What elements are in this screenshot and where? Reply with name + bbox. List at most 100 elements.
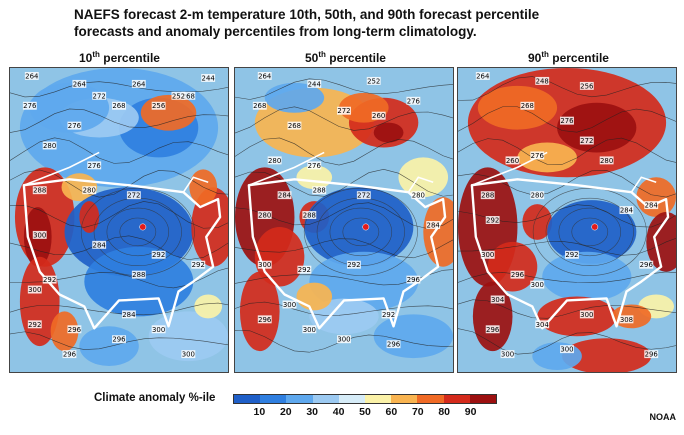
- contour-label: 276: [406, 96, 421, 105]
- us-boundary: [22, 178, 222, 330]
- contour-value: 292: [43, 276, 56, 284]
- contour-value: 252: [172, 92, 185, 100]
- contour-label-bg: [181, 350, 196, 359]
- contour-label: 292: [485, 216, 500, 224]
- contour-label: 300: [27, 285, 42, 294]
- contour-label: 252: [366, 76, 381, 85]
- contour-value: 288: [303, 212, 316, 220]
- location-marker: [139, 223, 147, 231]
- contour-label-bg: [560, 116, 574, 125]
- isotherm-line: [458, 299, 676, 319]
- contour-label-bg: [530, 280, 545, 289]
- contour-label: 276: [560, 116, 574, 125]
- map-panel-50th: 264 244 268 252 276 272 260 268 280 276 284 288 272 2…: [234, 67, 454, 373]
- colorbar-swatch: [338, 395, 366, 403]
- anomaly-area: [239, 271, 280, 352]
- contour-label: 296: [510, 270, 525, 279]
- contour-label: 272: [92, 91, 107, 100]
- contour-label: 284: [92, 240, 107, 249]
- map-panel-10th: 264 264 244 268 276 272 256 264 252 280 276 268 288 2…: [9, 67, 229, 373]
- contour-label: 272: [356, 191, 371, 200]
- contour-label: 300: [32, 230, 47, 239]
- contour-label-bg: [171, 91, 186, 100]
- contour-label: 288: [480, 191, 495, 200]
- isotherm-line: [458, 170, 676, 198]
- contour-label: 256: [579, 81, 594, 90]
- contour-value: 264: [258, 72, 272, 80]
- contour-label: 256: [151, 101, 166, 110]
- colorbar-tick: 30: [306, 406, 319, 418]
- colorbar-tick: 40: [332, 406, 345, 418]
- contour-value: 276: [407, 97, 420, 105]
- contour-label: 268: [520, 101, 535, 110]
- contour-value: 280: [268, 157, 281, 165]
- anomaly-area: [373, 314, 453, 359]
- contour-label: 300: [302, 325, 317, 334]
- contour-label-bg: [32, 230, 47, 239]
- contour-label: 264: [475, 71, 490, 80]
- contour-value: 300: [560, 346, 573, 354]
- colorbar-swatch: [365, 395, 392, 403]
- contour-label: 304: [490, 295, 505, 304]
- contour-label: 272: [126, 191, 141, 200]
- contour-value: 284: [122, 311, 136, 319]
- contour-label: 280: [530, 191, 545, 200]
- isotherm-ring: [342, 217, 380, 247]
- map-panel-90th: 264 248 256 268 276 272 280 260 276 288 280 292 300 2…: [457, 67, 677, 373]
- contour-value: 272: [127, 192, 140, 200]
- contour-label: 288: [312, 186, 327, 195]
- contour-label-bg: [72, 79, 87, 88]
- contour-label-bg: [201, 73, 216, 82]
- contour-value: 292: [486, 216, 499, 224]
- isotherm-line: [458, 271, 676, 283]
- contour-label: 300: [579, 310, 594, 319]
- contour-label: 272: [579, 136, 594, 145]
- contour-value: 280: [43, 142, 56, 150]
- contour-label-bg: [406, 275, 421, 284]
- border-line: [23, 151, 209, 193]
- contour-label: 300: [530, 280, 545, 289]
- contour-value: 272: [93, 92, 106, 100]
- location-marker: [591, 223, 599, 231]
- contour-value: 284: [93, 241, 107, 249]
- contour-label-bg: [426, 220, 441, 229]
- contour-value: 300: [481, 251, 494, 259]
- anomaly-area: [50, 311, 79, 352]
- contour-value: 260: [372, 112, 385, 120]
- contour-value: 300: [501, 351, 514, 359]
- credit-label: NOAA: [649, 412, 677, 422]
- panel-label-90th: 90th percentile: [528, 50, 609, 65]
- contour-label-bg: [337, 335, 351, 344]
- contour-label-bg: [181, 91, 196, 100]
- contour-label-bg: [485, 216, 500, 224]
- contour-label: 292: [27, 320, 42, 329]
- contour-value: 300: [182, 351, 195, 359]
- contour-value: 288: [33, 187, 46, 195]
- contour-label-bg: [381, 310, 396, 319]
- contour-value: 256: [580, 82, 593, 90]
- contour-label-bg: [535, 320, 550, 329]
- contour-label-bg: [82, 186, 97, 195]
- contour-label-bg: [24, 71, 39, 80]
- contour-value: 300: [152, 326, 165, 334]
- contour-label: 284: [426, 220, 441, 229]
- contour-label-bg: [371, 111, 386, 120]
- contour-label: 300: [257, 260, 272, 269]
- colorbar-tick: 60: [385, 406, 398, 418]
- map-90th: 264 248 256 268 276 272 280 260 276 288 280 292 300 2…: [458, 68, 676, 372]
- contour-label-bg: [126, 191, 141, 200]
- contour-label: 268: [112, 101, 126, 110]
- contour-label: 296: [406, 275, 421, 284]
- contour-value: 276: [531, 152, 544, 160]
- contour-value: 308: [620, 316, 633, 324]
- contour-value: 300: [580, 311, 593, 319]
- contour-value: 296: [645, 351, 658, 359]
- isotherm-ring: [119, 217, 157, 247]
- anomaly-area: [537, 296, 617, 337]
- contour-label-bg: [67, 325, 82, 334]
- contour-label: 268: [287, 121, 302, 130]
- contour-label-bg: [302, 325, 317, 334]
- contour-label-bg: [356, 191, 371, 200]
- contour-value: 304: [491, 296, 505, 304]
- anomaly-area: [636, 177, 676, 218]
